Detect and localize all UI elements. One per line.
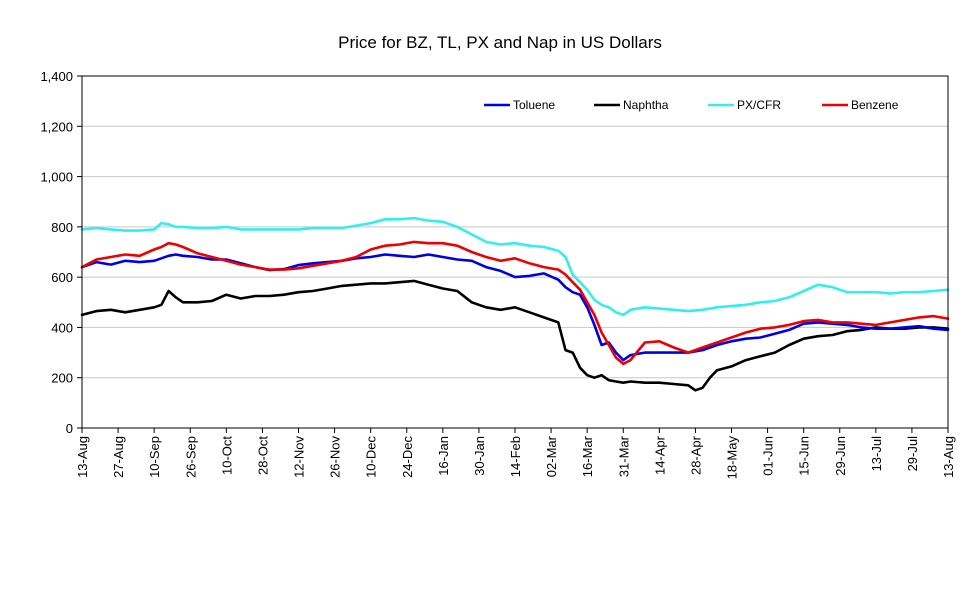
x-axis: 13-Aug 27-Aug 10-Sep 26-Sep 10-Oct 28-Oct 12-N… [75, 428, 956, 479]
series-line-px-cfr [80, 216, 950, 317]
legend: Toluene Naphtha PX/CFR Benzene [484, 98, 899, 112]
x-tick-label: 29-Jun [833, 436, 848, 476]
y-tick-label: 1,200 [40, 119, 73, 134]
x-tick-label: 14-Apr [652, 435, 667, 475]
series-line-benzene [80, 240, 950, 366]
legend-label-benzene: Benzene [851, 98, 899, 112]
y-axis: 0 200 400 600 800 1,000 1,200 1,400 [40, 69, 82, 436]
x-tick-label: 26-Nov [328, 436, 343, 478]
x-tick-label: 28-Apr [688, 435, 703, 475]
x-tick-label: 10-Sep [147, 436, 162, 478]
y-tick-label: 200 [51, 371, 73, 386]
x-tick-label: 02-Mar [544, 435, 559, 477]
x-tick-label: 13-Aug [75, 436, 90, 478]
x-tick-label: 15-Jun [797, 436, 812, 476]
legend-label-toluene: Toluene [513, 98, 555, 112]
chart-title: Price for BZ, TL, PX and Nap in US Dolla… [338, 33, 662, 52]
series-line-naphtha [80, 279, 950, 392]
x-tick-label: 13-Aug [941, 436, 956, 478]
grid-lines [82, 125, 948, 379]
x-tick-label: 13-Jul [869, 436, 884, 472]
x-tick-label: 30-Jan [472, 436, 487, 476]
x-tick-label: 16-Mar [580, 435, 595, 477]
x-tick-label: 27-Aug [111, 436, 126, 478]
x-tick-label: 01-Jun [761, 436, 776, 476]
y-tick-label: 600 [51, 270, 73, 285]
x-tick-label: 26-Sep [183, 436, 198, 478]
x-tick-label: 10-Oct [219, 436, 234, 475]
legend-label-naphtha: Naphtha [623, 98, 669, 112]
x-tick-label: 24-Dec [400, 436, 415, 478]
plot-frame [81, 75, 949, 429]
x-tick-label: 28-Oct [255, 436, 270, 475]
legend-label-px-cfr: PX/CFR [737, 98, 781, 112]
x-tick-label: 18-May [725, 436, 740, 480]
x-tick-label: 31-Mar [616, 435, 631, 477]
x-tick-label: 14-Feb [508, 436, 523, 477]
x-tick-label: 16-Jan [436, 436, 451, 476]
y-tick-label: 1,000 [40, 170, 73, 185]
series-lines [80, 216, 950, 392]
y-tick-label: 800 [51, 220, 73, 235]
x-tick-label: 29-Jul [905, 436, 920, 472]
x-tick-label: 10-Dec [364, 436, 379, 478]
y-tick-label: 400 [51, 320, 73, 335]
x-tick-label: 12-Nov [292, 436, 307, 478]
y-tick-label: 1,400 [40, 69, 73, 84]
y-tick-label: 0 [66, 421, 73, 436]
